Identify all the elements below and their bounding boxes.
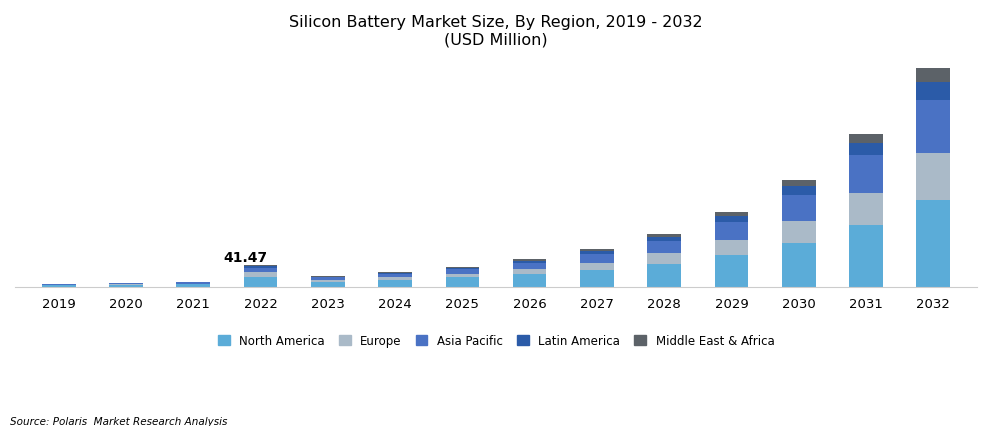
Bar bbox=[648, 253, 681, 264]
Text: 41.47: 41.47 bbox=[223, 250, 268, 264]
Bar bbox=[580, 254, 614, 263]
Bar bbox=[378, 274, 412, 277]
Bar bbox=[648, 242, 681, 253]
Bar bbox=[513, 260, 547, 261]
Bar bbox=[580, 252, 614, 254]
Bar bbox=[311, 278, 344, 280]
Bar bbox=[42, 286, 75, 288]
Bar bbox=[917, 69, 950, 83]
Bar bbox=[445, 269, 479, 274]
Bar bbox=[378, 272, 412, 273]
Bar bbox=[177, 285, 210, 288]
Bar bbox=[917, 83, 950, 101]
Bar bbox=[378, 273, 412, 274]
Title: Silicon Battery Market Size, By Region, 2019 - 2032
(USD Million): Silicon Battery Market Size, By Region, … bbox=[290, 15, 702, 47]
Bar bbox=[378, 280, 412, 288]
Bar bbox=[714, 217, 748, 222]
Bar bbox=[714, 255, 748, 288]
Bar bbox=[445, 278, 479, 288]
Bar bbox=[311, 276, 344, 277]
Bar bbox=[849, 134, 883, 144]
Bar bbox=[714, 212, 748, 217]
Bar bbox=[849, 226, 883, 288]
Bar bbox=[580, 250, 614, 252]
Bar bbox=[244, 273, 278, 277]
Legend: North America, Europe, Asia Pacific, Latin America, Middle East & Africa: North America, Europe, Asia Pacific, Lat… bbox=[213, 330, 779, 352]
Bar bbox=[782, 181, 815, 187]
Bar bbox=[849, 193, 883, 226]
Bar bbox=[580, 271, 614, 288]
Bar bbox=[714, 240, 748, 255]
Bar bbox=[782, 221, 815, 243]
Bar bbox=[648, 264, 681, 288]
Bar bbox=[177, 283, 210, 284]
Bar bbox=[513, 261, 547, 263]
Bar bbox=[109, 285, 143, 288]
Bar bbox=[109, 284, 143, 285]
Bar bbox=[917, 200, 950, 288]
Bar bbox=[648, 238, 681, 242]
Bar bbox=[244, 267, 278, 268]
Bar bbox=[177, 284, 210, 285]
Bar bbox=[311, 280, 344, 282]
Bar bbox=[42, 285, 75, 286]
Bar bbox=[244, 277, 278, 288]
Bar bbox=[445, 267, 479, 268]
Bar bbox=[917, 101, 950, 153]
Bar bbox=[782, 243, 815, 288]
Bar bbox=[244, 268, 278, 273]
Bar bbox=[378, 277, 412, 280]
Bar bbox=[244, 265, 278, 267]
Bar bbox=[445, 268, 479, 269]
Text: Source: Polaris  Market Research Analysis: Source: Polaris Market Research Analysis bbox=[10, 416, 227, 426]
Bar bbox=[445, 274, 479, 278]
Bar bbox=[849, 156, 883, 193]
Bar bbox=[513, 269, 547, 274]
Bar bbox=[849, 144, 883, 156]
Bar bbox=[782, 187, 815, 196]
Bar bbox=[513, 263, 547, 269]
Bar bbox=[917, 153, 950, 200]
Bar bbox=[311, 282, 344, 288]
Bar bbox=[513, 274, 547, 288]
Bar bbox=[714, 222, 748, 240]
Bar bbox=[648, 235, 681, 238]
Bar bbox=[782, 196, 815, 221]
Bar bbox=[580, 263, 614, 271]
Bar bbox=[311, 277, 344, 278]
